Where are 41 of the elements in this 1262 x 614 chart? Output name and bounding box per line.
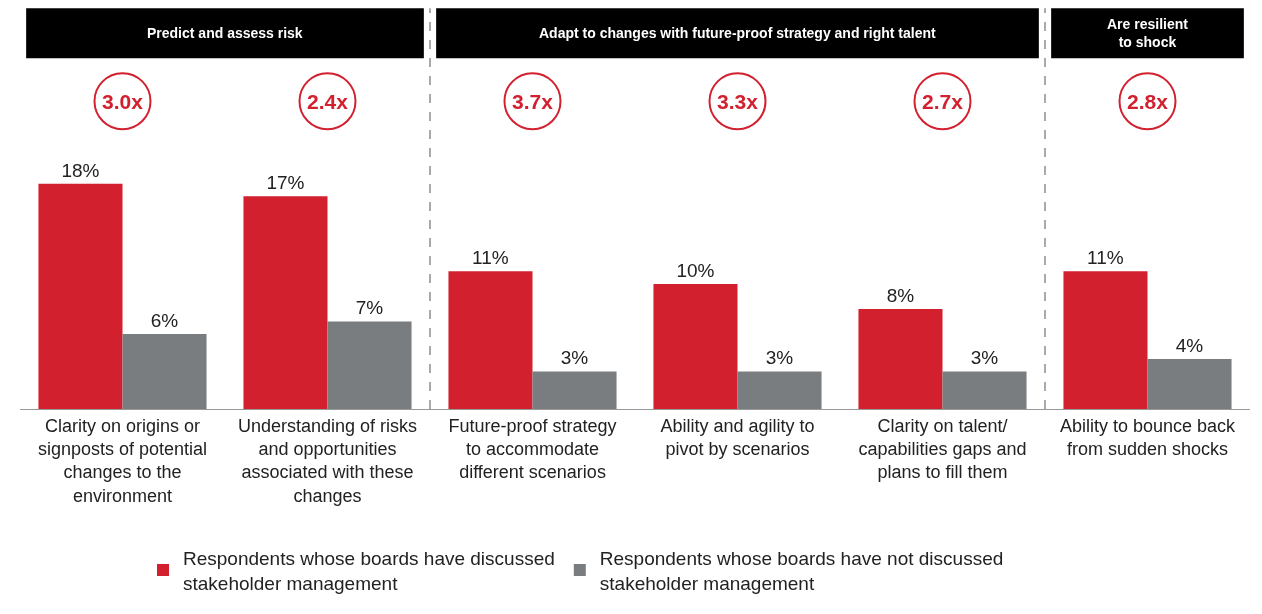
data-label: 11% — [472, 247, 509, 269]
text: 2.8x — [1127, 90, 1169, 113]
bar — [532, 371, 617, 409]
text: 3.7x — [512, 90, 554, 113]
data-label: 10% — [676, 259, 715, 281]
bar — [38, 183, 123, 409]
data-label: 6% — [150, 309, 179, 331]
legend-label: Respondents whose boards have not discussed stakeholder management — [599, 548, 1004, 594]
x-tick-label: Clarity on origins or signposts of potential changes to the environment — [37, 415, 208, 506]
data-label: 7% — [355, 297, 384, 319]
bar — [942, 371, 1027, 409]
data-label: 8% — [886, 284, 915, 306]
bar — [858, 308, 943, 409]
bar — [737, 371, 822, 409]
bar — [1147, 358, 1232, 409]
bar — [122, 333, 207, 409]
text: 2.4x — [307, 90, 349, 113]
data-label: 3% — [970, 347, 999, 369]
x-tick-label: Understanding of risks and opportunities associated with these changes — [237, 415, 418, 506]
data-label: 11% — [1087, 247, 1124, 269]
text: 3.3x — [717, 90, 759, 113]
text: Predict and assess risk — [147, 25, 303, 41]
text: Are resilient to shock — [1107, 16, 1189, 51]
data-label: 4% — [1175, 334, 1204, 356]
bar — [1063, 271, 1148, 409]
text: 3.0x — [102, 90, 144, 113]
data-label: 17% — [266, 172, 305, 194]
data-label: 3% — [560, 347, 589, 369]
text: 2.7x — [922, 90, 964, 113]
data-label: 18% — [61, 159, 100, 181]
x-tick-label: Ability and agility to pivot by scenarios — [660, 415, 815, 459]
bar — [448, 271, 533, 409]
bar — [243, 196, 328, 409]
bar — [653, 283, 738, 409]
x-tick-label: Future-proof strategy to accommodate different scenarios — [448, 415, 617, 483]
x-tick-label: Ability to bounce back from sudden shocks — [1059, 415, 1237, 459]
x-tick-label: Clarity on talent/ capabilities gaps and plans to fill them — [858, 415, 1027, 483]
text: Adapt to changes with future-proof strategy and right talent — [539, 25, 937, 41]
bar — [327, 321, 412, 409]
legend-label: Respondents whose boards have discussed stakeholder management — [183, 548, 555, 594]
data-label: 3% — [765, 347, 794, 369]
